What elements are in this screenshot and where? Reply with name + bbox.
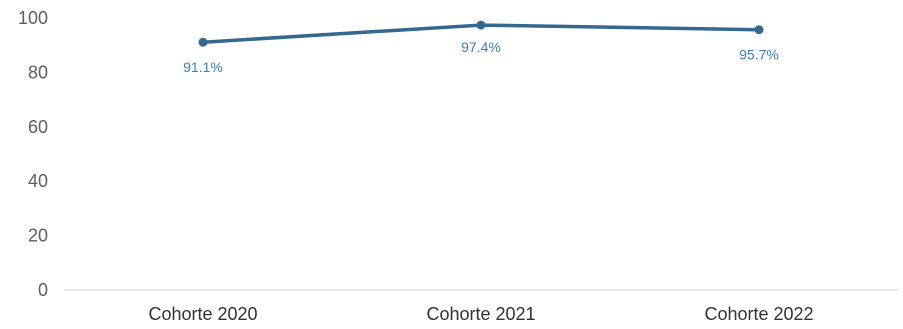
y-tick-label: 20 [28, 226, 48, 246]
x-tick-label: Cohorte 2021 [426, 304, 535, 324]
y-tick-label: 80 [28, 62, 48, 82]
x-tick-label: Cohorte 2020 [148, 304, 257, 324]
data-label: 91.1% [183, 59, 223, 75]
series-layer [198, 20, 764, 47]
x-axis: Cohorte 2020 Cohorte 2021 Cohorte 2022 [64, 289, 898, 324]
x-tick-label: Cohorte 2022 [704, 304, 813, 324]
data-point [754, 25, 764, 35]
y-tick-label: 0 [38, 280, 48, 300]
y-axis: 0 20 40 60 80 100 [18, 8, 48, 300]
y-tick-label: 100 [18, 8, 48, 28]
data-point [476, 20, 486, 30]
data-point [198, 37, 208, 47]
data-labels: 91.1% 97.4% 95.7% [183, 39, 779, 75]
y-tick-label: 60 [28, 117, 48, 137]
data-label: 95.7% [739, 47, 779, 63]
data-label: 97.4% [461, 39, 501, 55]
y-tick-label: 40 [28, 171, 48, 191]
